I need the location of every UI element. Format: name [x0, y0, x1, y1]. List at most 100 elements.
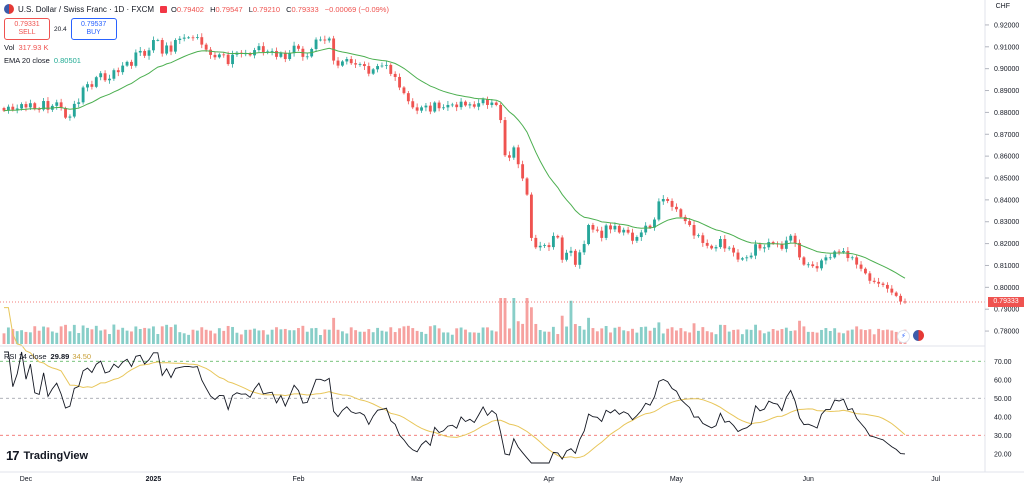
volume-bar	[367, 329, 371, 344]
volume-bar	[77, 333, 81, 344]
volume-bar	[319, 335, 322, 344]
volume-bar	[595, 331, 599, 344]
volume-bar	[661, 333, 665, 344]
candle-body	[477, 103, 481, 107]
time-tick-label: May	[670, 476, 684, 483]
candle-body	[121, 65, 125, 73]
volume-bar	[675, 330, 678, 344]
candle-body	[226, 54, 230, 65]
ema-legend[interactable]: EMA 20 close 0.80501	[4, 55, 81, 65]
candle-body	[152, 40, 155, 51]
volume-bar	[855, 326, 859, 344]
lightning-icon[interactable]: ⚡	[897, 330, 910, 343]
candle-body	[354, 63, 358, 65]
candle-body	[428, 105, 432, 112]
candle-body	[376, 66, 380, 70]
candle-body	[217, 54, 221, 58]
volume-bar	[666, 328, 670, 344]
currency-label[interactable]: CHF	[995, 3, 1010, 10]
volume-bar	[894, 331, 898, 344]
volume-bar	[99, 330, 103, 344]
candle-body	[398, 76, 401, 88]
candle-body	[508, 155, 511, 158]
candle-body	[604, 225, 608, 238]
candle-body	[94, 77, 98, 87]
volume-bar	[789, 330, 793, 344]
candle-body	[723, 239, 727, 249]
volume-bar	[323, 329, 327, 344]
ema-20-line	[3, 47, 906, 279]
candle-body	[209, 49, 212, 55]
candle-body	[11, 106, 15, 110]
sell-button[interactable]: 0.79331 SELL	[4, 18, 50, 40]
volume-bar	[538, 330, 542, 344]
volume-bar	[415, 330, 419, 344]
candle-body	[112, 70, 116, 79]
candle-body	[464, 101, 467, 106]
candle-body	[393, 73, 397, 77]
volume-bar	[42, 326, 45, 344]
volume-bar	[626, 331, 630, 344]
candle-body	[855, 257, 859, 265]
volume-bar	[147, 328, 151, 344]
volume-bar	[81, 325, 85, 344]
volume-bar	[587, 317, 590, 344]
volume-bar	[143, 327, 147, 344]
volume-legend[interactable]: Vol 317.93 K	[4, 42, 49, 52]
candle-body	[653, 219, 656, 228]
candle-body	[455, 104, 459, 108]
candle-body	[182, 37, 186, 39]
volume-bar	[428, 326, 432, 344]
candle-body	[384, 64, 388, 66]
candle-body	[595, 229, 599, 231]
candle-body	[59, 102, 63, 109]
candle-body	[578, 252, 582, 265]
candle-body	[512, 147, 516, 158]
volume-bar	[204, 329, 208, 344]
candle-body	[824, 257, 828, 261]
volume-bar	[881, 330, 885, 344]
candle-body	[424, 105, 428, 108]
rsi-ma-line	[4, 307, 906, 459]
volume-bar	[297, 328, 300, 344]
candle-body	[266, 51, 270, 53]
currency-flag-icon[interactable]	[913, 330, 924, 341]
volume-bar	[842, 333, 845, 344]
candle-body	[468, 104, 472, 106]
candle-body	[784, 240, 788, 249]
candle-body	[736, 252, 740, 260]
volume-bar	[472, 332, 476, 344]
volume-bar	[600, 328, 604, 344]
tradingview-logo[interactable]: 17 TradingView	[6, 448, 88, 463]
buy-button[interactable]: 0.79537 BUY	[70, 18, 117, 40]
volume-bar	[850, 329, 854, 344]
volume-bar	[226, 325, 230, 344]
volume-bar	[648, 330, 652, 344]
volume-bar	[173, 324, 177, 344]
rsi-legend[interactable]: RSI 14 close 29.89 34.50	[4, 351, 92, 361]
candle-body	[525, 178, 529, 195]
candle-body	[877, 281, 881, 284]
price-tick-label: 0.85000	[994, 176, 1019, 183]
candle-body	[815, 266, 819, 269]
volume-bar	[499, 298, 503, 344]
candle-body	[486, 99, 489, 105]
volume-bar	[134, 326, 138, 344]
candle-body	[846, 251, 850, 259]
candle-body	[305, 56, 309, 58]
volume-bar	[481, 327, 485, 344]
candle-body	[631, 232, 634, 241]
volume-bar	[837, 332, 841, 344]
rsi-tick-label: 70.00	[994, 359, 1012, 366]
time-tick-label: Apr	[544, 476, 556, 483]
candle-body	[837, 251, 841, 253]
candle-body	[187, 37, 191, 39]
rsi-tick-label: 20.00	[994, 451, 1012, 458]
volume-bar	[37, 330, 41, 344]
volume-bar	[622, 330, 626, 344]
candle-body	[771, 242, 775, 244]
symbol-title[interactable]: U.S. Dollar / Swiss Franc · 1D · FXCM	[18, 4, 155, 14]
price-axis: 0.92000 0.91000 0.90000 0.89000 0.88000 0.870…	[0, 0, 1024, 473]
price-tick-label: 0.88000	[994, 110, 1019, 117]
